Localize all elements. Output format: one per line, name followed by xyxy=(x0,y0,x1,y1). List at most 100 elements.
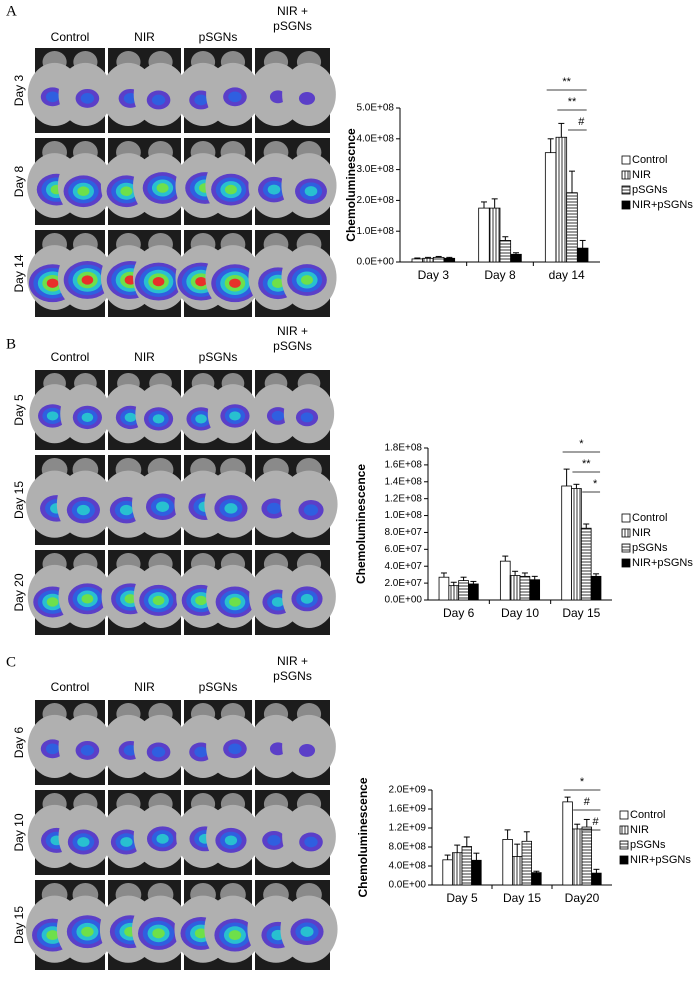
significance-label: * xyxy=(579,438,584,450)
error-bar xyxy=(414,257,421,259)
y-tick-label: 0.0E+00 xyxy=(388,880,426,891)
legend-label: NIR xyxy=(632,169,651,181)
mouse-image xyxy=(99,880,190,970)
y-tick-label: 1.0E+08 xyxy=(384,510,422,521)
column-header: NIR xyxy=(134,30,155,44)
x-tick-label: Day 6 xyxy=(443,606,475,620)
error-bar xyxy=(473,852,480,861)
legend-label: Control xyxy=(630,809,665,821)
y-tick-label: 4.0E+08 xyxy=(388,861,426,872)
mouse-image xyxy=(27,230,113,317)
column-header: pSGNs xyxy=(199,680,238,694)
column-header: pSGNs xyxy=(199,30,238,44)
error-bar xyxy=(491,198,498,209)
error-bar xyxy=(444,854,451,860)
error-bar xyxy=(514,843,521,857)
error-bar xyxy=(583,818,590,828)
bar xyxy=(478,207,490,263)
x-tick-label: Day 5 xyxy=(446,891,478,905)
mouse-image xyxy=(29,370,111,450)
bar xyxy=(521,840,533,886)
error-bar xyxy=(502,555,509,562)
error-bar xyxy=(531,575,538,580)
bar xyxy=(509,575,521,601)
column-header: NIR + xyxy=(277,654,308,668)
significance-label: * xyxy=(580,776,585,788)
bar xyxy=(443,257,456,263)
mouse-image xyxy=(177,370,259,450)
x-tick-label: Day20 xyxy=(565,891,600,905)
y-tick-label: 8.0E+07 xyxy=(384,527,422,538)
bar xyxy=(581,826,593,886)
y-tick-label: 3.0E+08 xyxy=(356,164,394,175)
bar xyxy=(571,488,582,601)
y-tick-label: 1.6E+09 xyxy=(388,804,426,815)
legend-swatch xyxy=(621,513,631,523)
bar xyxy=(458,580,469,601)
y-tick-label: 1.6E+08 xyxy=(384,460,422,471)
mouse-image xyxy=(176,700,260,785)
mouse-image xyxy=(101,48,188,133)
bar xyxy=(432,256,445,263)
x-tick-label: Day 3 xyxy=(418,268,450,282)
bar xyxy=(499,240,512,263)
error-bar xyxy=(574,823,581,829)
panel-label: B xyxy=(6,336,16,352)
legend-label: NIR+pSGNs xyxy=(632,557,693,569)
row-label: Day 15 xyxy=(12,481,26,519)
legend-label: pSGNs xyxy=(632,542,668,554)
bar xyxy=(510,253,522,263)
bar xyxy=(502,839,513,886)
bar xyxy=(544,152,557,263)
error-bar xyxy=(446,256,453,259)
error-bar xyxy=(481,201,487,209)
significance-label: ** xyxy=(582,458,591,470)
x-tick-label: Day 8 xyxy=(484,268,516,282)
bar xyxy=(442,859,453,886)
bar xyxy=(438,576,450,601)
row-label: Day 10 xyxy=(12,813,26,851)
bar xyxy=(590,575,602,601)
y-tick-label: 1.2E+09 xyxy=(388,823,426,834)
mouse-image xyxy=(101,790,188,875)
column-header: NIR + xyxy=(277,324,308,338)
mouse-image xyxy=(174,880,262,970)
error-bar xyxy=(547,138,554,153)
error-bar xyxy=(563,468,570,486)
significance-label: * xyxy=(593,478,598,490)
panel-label: A xyxy=(6,3,17,19)
error-bar xyxy=(533,870,540,873)
y-tick-label: 8.0E+08 xyxy=(388,842,426,853)
mouse-image xyxy=(101,550,188,635)
bar xyxy=(411,258,424,263)
mouse-image xyxy=(247,880,338,970)
y-tick-label: 2.0E+07 xyxy=(384,578,422,589)
mouse-image xyxy=(249,550,336,635)
significance-label: ** xyxy=(568,96,577,108)
significance-label: # xyxy=(578,116,585,128)
error-bar xyxy=(425,256,431,259)
legend-swatch xyxy=(619,825,629,835)
legend-label: pSGNs xyxy=(632,184,668,196)
legend-label: NIR xyxy=(632,527,651,539)
bar xyxy=(576,247,589,263)
column-header: Control xyxy=(51,350,90,364)
column-header: pSGNs xyxy=(273,19,312,33)
y-tick-label: 0.0E+00 xyxy=(356,257,394,268)
row-label: Day 15 xyxy=(12,906,26,944)
error-bar xyxy=(454,844,461,853)
mouse-image xyxy=(101,700,188,785)
mouse-image xyxy=(175,230,261,317)
bar xyxy=(451,852,463,886)
mouse-image xyxy=(249,48,336,133)
error-bar xyxy=(470,580,477,584)
x-tick-label: Day 15 xyxy=(503,891,541,905)
y-axis-label: Chemoluminescnce xyxy=(344,128,358,242)
column-header: NIR xyxy=(134,350,155,364)
error-bar xyxy=(450,581,457,586)
error-bar xyxy=(593,868,600,874)
bar xyxy=(468,583,479,601)
bar xyxy=(561,485,572,601)
bar xyxy=(555,136,568,263)
